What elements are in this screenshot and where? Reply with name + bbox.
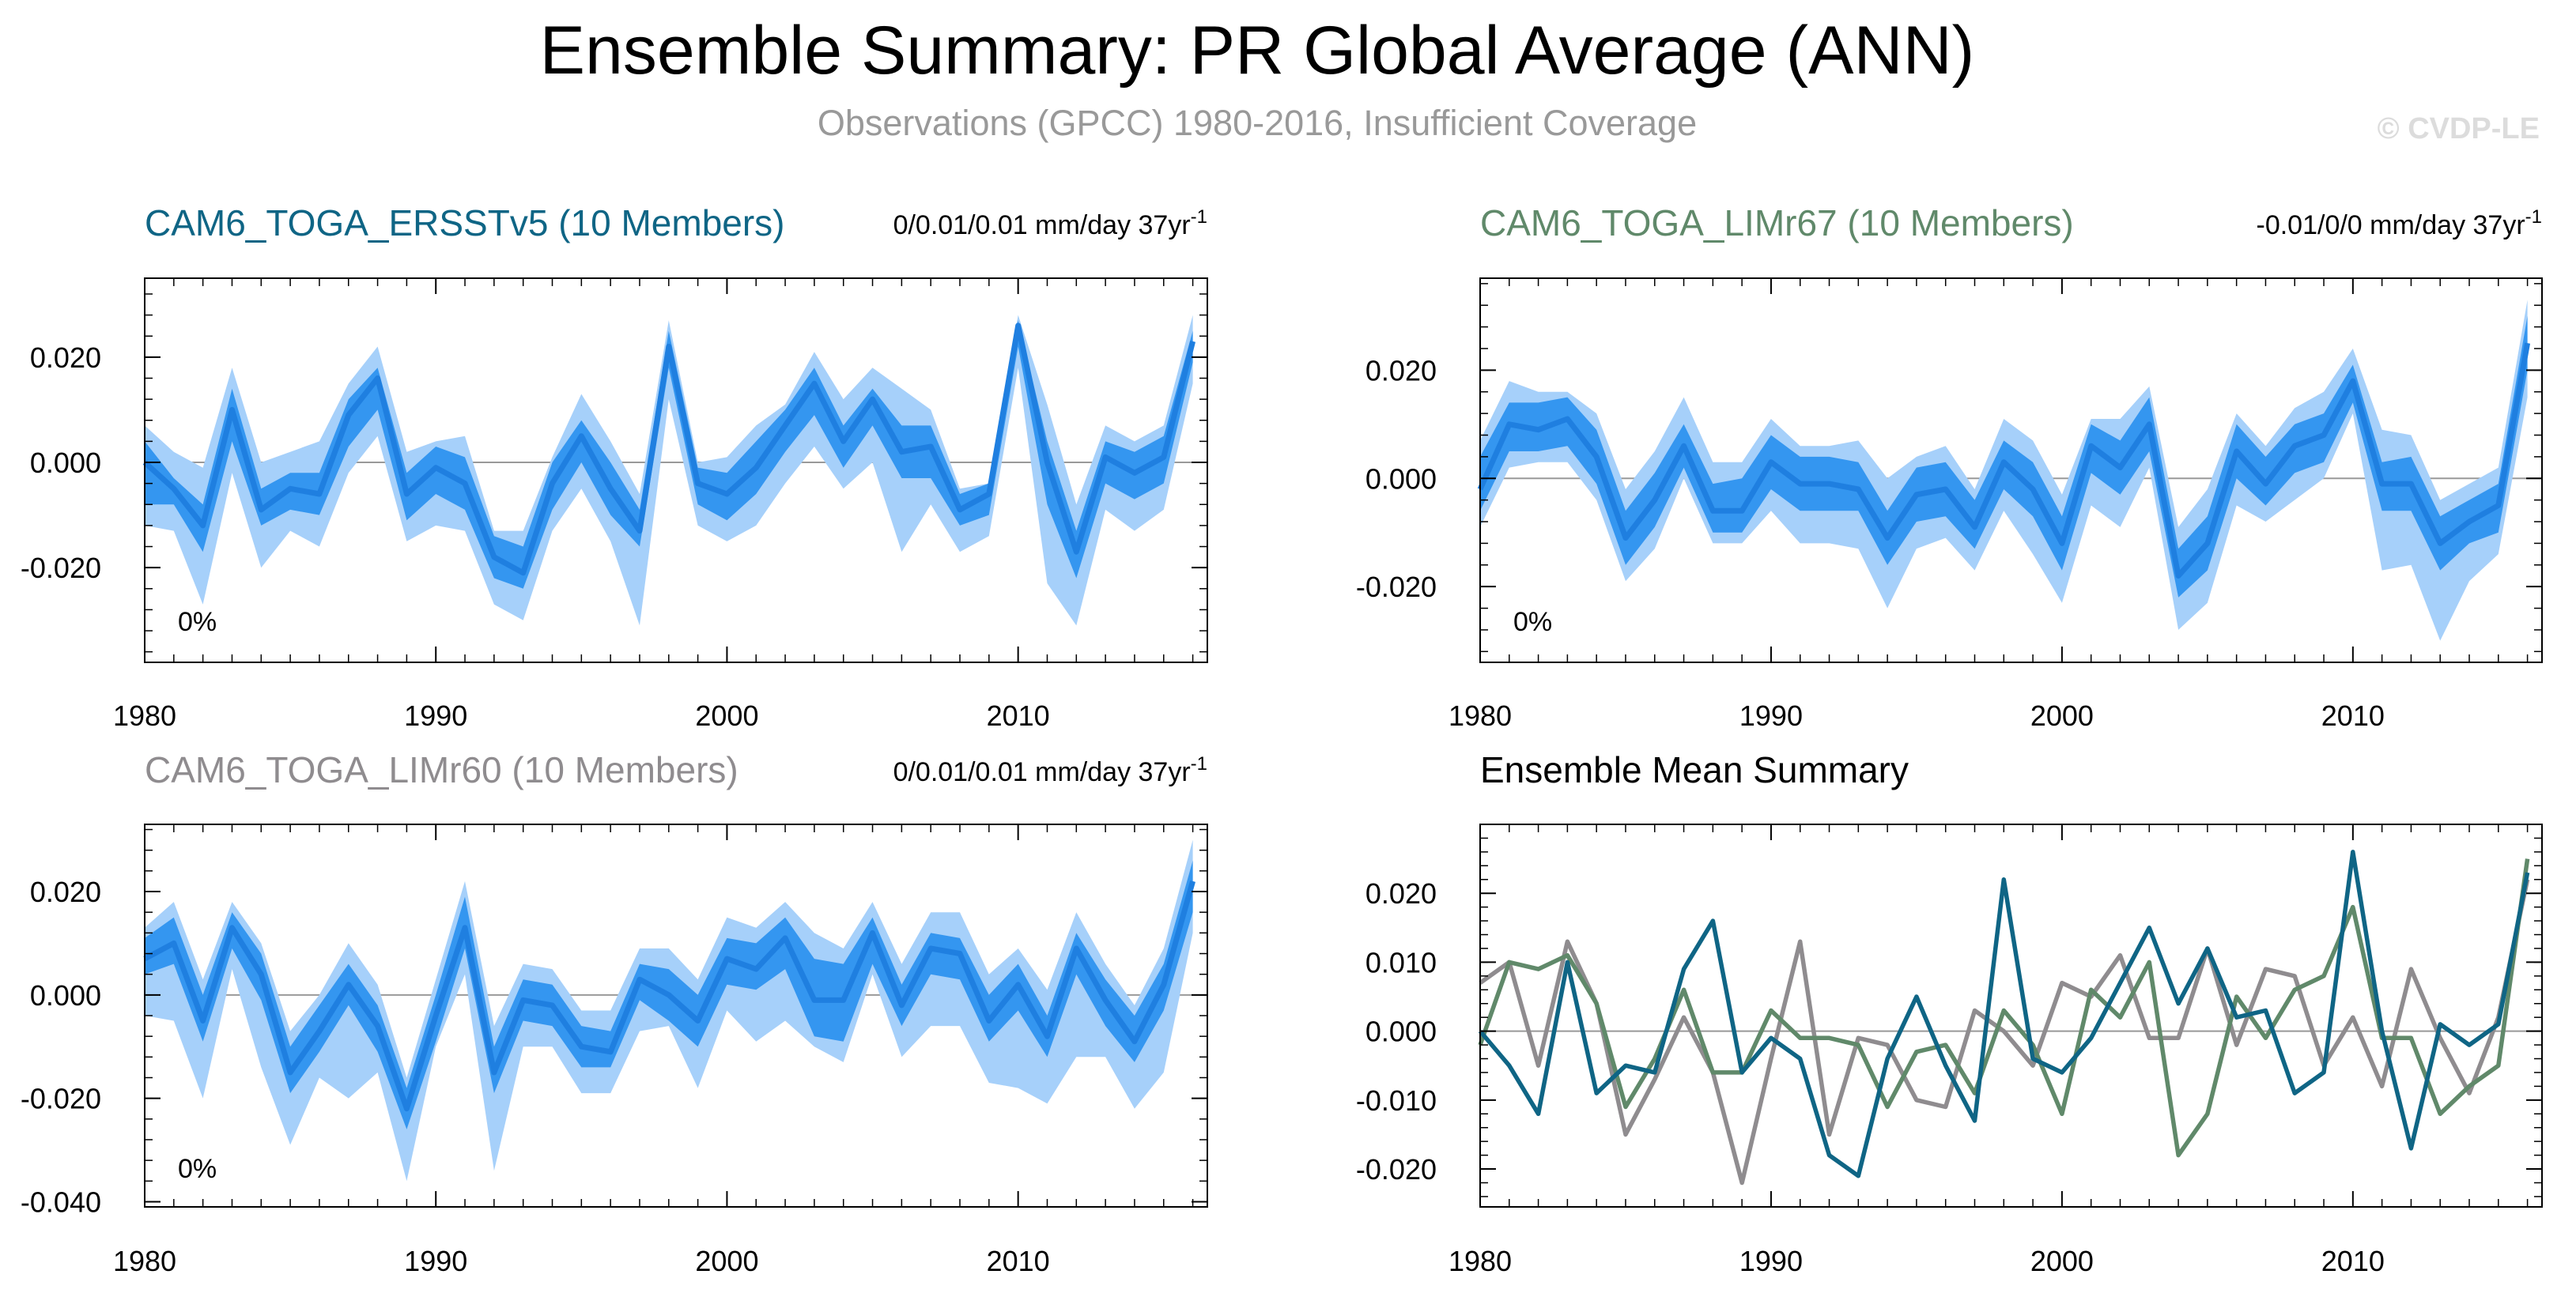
x-tick-label: 2000 bbox=[695, 699, 758, 732]
y-tick-label: -0.010 bbox=[1356, 1084, 1437, 1117]
x-tick-label: 2000 bbox=[2030, 699, 2094, 732]
x-tick-label: 2010 bbox=[987, 699, 1050, 732]
watermark: © CVDP-LE bbox=[2378, 112, 2540, 145]
y-tick-label: 0.020 bbox=[30, 876, 101, 908]
x-tick-label: 1980 bbox=[1449, 699, 1512, 732]
panel-title: CAM6_TOGA_LIMr67 (10 Members) bbox=[1480, 202, 2074, 243]
panel-title: CAM6_TOGA_LIMr60 (10 Members) bbox=[145, 749, 738, 790]
panel-title: CAM6_TOGA_ERSSTv5 (10 Members) bbox=[145, 202, 785, 243]
ensemble-mean-line bbox=[143, 880, 1195, 1112]
percent-label: 0% bbox=[1513, 607, 1552, 637]
x-tick-label: 1990 bbox=[404, 1245, 467, 1277]
panels: -0.020 0.000 0.020 1980 1990 2000 2010 CAM6_TOG… bbox=[21, 202, 2543, 1277]
panel-title: Ensemble Mean Summary bbox=[1480, 749, 1909, 790]
main-title: Ensemble Summary: PR Global Average (ANN… bbox=[540, 13, 1975, 89]
x-tick-label: 2010 bbox=[987, 1245, 1050, 1277]
y-tick-label: 0.000 bbox=[1365, 1016, 1437, 1048]
chart-panel-1: -0.020 0.000 0.020 1980 1990 2000 2010 CAM6_TOG… bbox=[21, 202, 1208, 732]
series-line-cam6-toga-limr60 bbox=[1479, 879, 2530, 1186]
percent-label: 0% bbox=[178, 1154, 217, 1184]
x-tick-label: 1990 bbox=[404, 699, 467, 732]
x-tick-label: 2010 bbox=[2321, 699, 2385, 732]
x-tick-label: 1990 bbox=[1739, 699, 1803, 732]
x-tick-label: 1980 bbox=[113, 1245, 176, 1277]
y-tick-label: 0.020 bbox=[1365, 877, 1437, 910]
series-line-cam6-toga-ersstv5 bbox=[1478, 850, 2530, 1178]
y-tick-label: 0.020 bbox=[30, 341, 101, 374]
trend-label: 0/0.01/0.01 mm/day 37yr-1 bbox=[893, 206, 1207, 240]
ensemble-mean-line bbox=[142, 322, 1195, 576]
x-tick-label: 1980 bbox=[113, 699, 176, 732]
y-tick-label: 0.000 bbox=[1365, 462, 1437, 495]
ensemble-mean-line bbox=[1477, 342, 2531, 579]
outer-spread-band bbox=[145, 315, 1193, 626]
trend-label: 0/0.01/0.01 mm/day 37yr-1 bbox=[893, 753, 1207, 787]
chart-panel-2: -0.020 0.000 0.020 1980 1990 2000 2010 CAM6_TOG… bbox=[1356, 202, 2543, 732]
y-tick-label: -0.020 bbox=[21, 552, 101, 584]
chart-panel-3: -0.040 -0.020 0.000 0.020 1980 1990 2000 2010 CA… bbox=[21, 749, 1208, 1277]
trend-label: -0.01/0/0 mm/day 37yr-1 bbox=[2257, 206, 2543, 240]
x-tick-label: 2010 bbox=[2321, 1245, 2385, 1277]
x-tick-label: 2000 bbox=[695, 1245, 758, 1277]
percent-label: 0% bbox=[178, 607, 217, 637]
y-tick-label: 0.020 bbox=[1365, 354, 1437, 386]
y-tick-label: -0.020 bbox=[1356, 1153, 1437, 1186]
y-tick-label: -0.020 bbox=[1356, 571, 1437, 603]
y-tick-label: -0.040 bbox=[21, 1186, 101, 1218]
x-tick-label: 1990 bbox=[1739, 1245, 1803, 1277]
x-tick-label: 2000 bbox=[2030, 1245, 2094, 1277]
series-line-cam6-toga-limr67 bbox=[1478, 858, 2530, 1158]
y-tick-label: 0.000 bbox=[30, 447, 101, 479]
y-tick-label: 0.000 bbox=[30, 979, 101, 1012]
inner-spread-band bbox=[1480, 315, 2528, 598]
y-tick-label: -0.020 bbox=[21, 1083, 101, 1115]
plot-frame bbox=[144, 277, 1208, 663]
plot-frame bbox=[1479, 277, 2543, 663]
plot-frame bbox=[1479, 824, 2543, 1208]
x-tick-label: 1980 bbox=[1449, 1245, 1512, 1277]
chart-panel-4: -0.020 -0.010 0.000 0.010 0.020 1980 1990 2000 2… bbox=[1356, 749, 2543, 1277]
y-tick-label: 0.010 bbox=[1365, 946, 1437, 978]
subtitle: Observations (GPCC) 1980-2016, Insuffici… bbox=[818, 103, 1697, 143]
